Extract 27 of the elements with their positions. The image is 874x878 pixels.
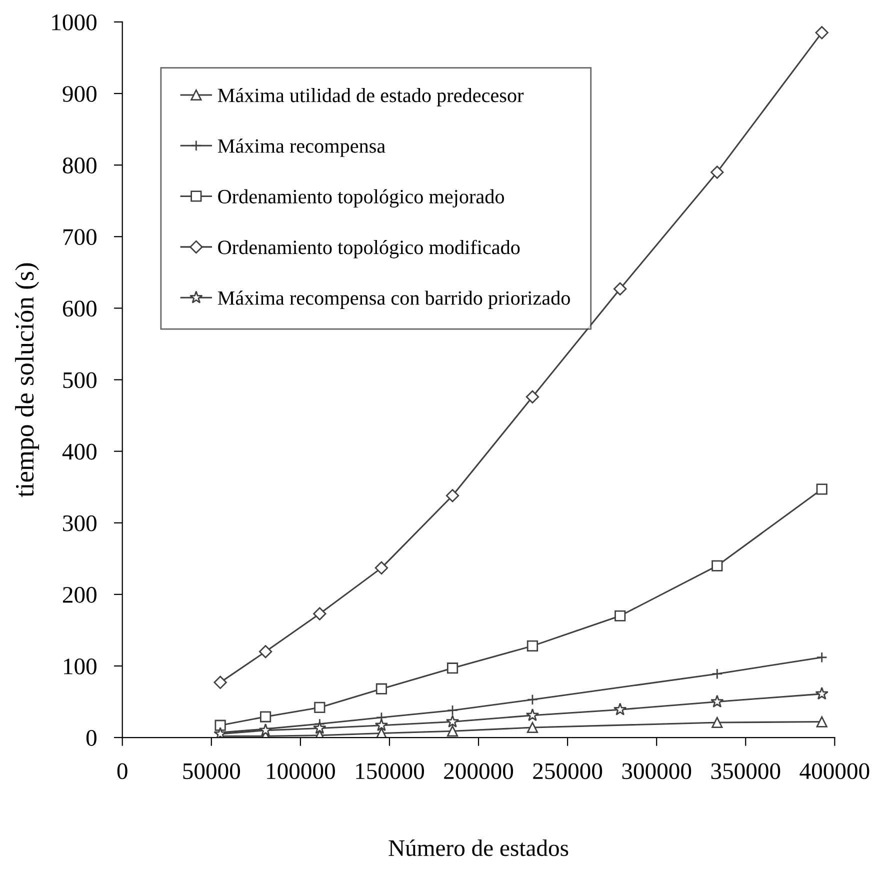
x-tick-label: 100000 [267,763,335,780]
y-tick-label: 200 [62,586,96,603]
y-tick-label: 700 [64,229,96,246]
x-tick-label: 250000 [533,763,602,780]
x-axis-title: Número de estados [388,839,568,856]
y-tick-label: 100 [64,658,96,674]
x-tick-label: 0 [117,763,128,780]
y-tick-label: 300 [63,515,96,532]
x-tick-label: 200000 [444,763,514,780]
x-tick-label: 150000 [356,763,424,780]
y-tick-label: 0 [86,730,96,746]
legend-label: Ordenamiento topológico modificado [218,240,520,258]
x-tick-label: 350000 [711,763,780,780]
x-tick-label: 400000 [800,763,870,780]
legend-label: Máxima recompensa [218,138,386,157]
legend-label: Máxima utilidad de estado predecesor [218,88,524,106]
y-tick-label: 900 [62,86,96,102]
y-axis-title: tiempo de solución (s) [15,263,40,498]
x-tick-label: 300000 [622,763,692,780]
y-tick-label: 500 [63,372,96,388]
y-tick-label: 400 [62,444,96,460]
legend-label: Máxima recompensa con barrido priorizado [218,290,570,309]
x-tick-label: 50000 [183,763,240,780]
y-tick-label: 600 [62,300,96,317]
legend-label: Ordenamiento topológico mejorado [218,189,504,208]
y-tick-label: 800 [62,158,96,174]
y-tick-label: 1000 [52,14,96,30]
